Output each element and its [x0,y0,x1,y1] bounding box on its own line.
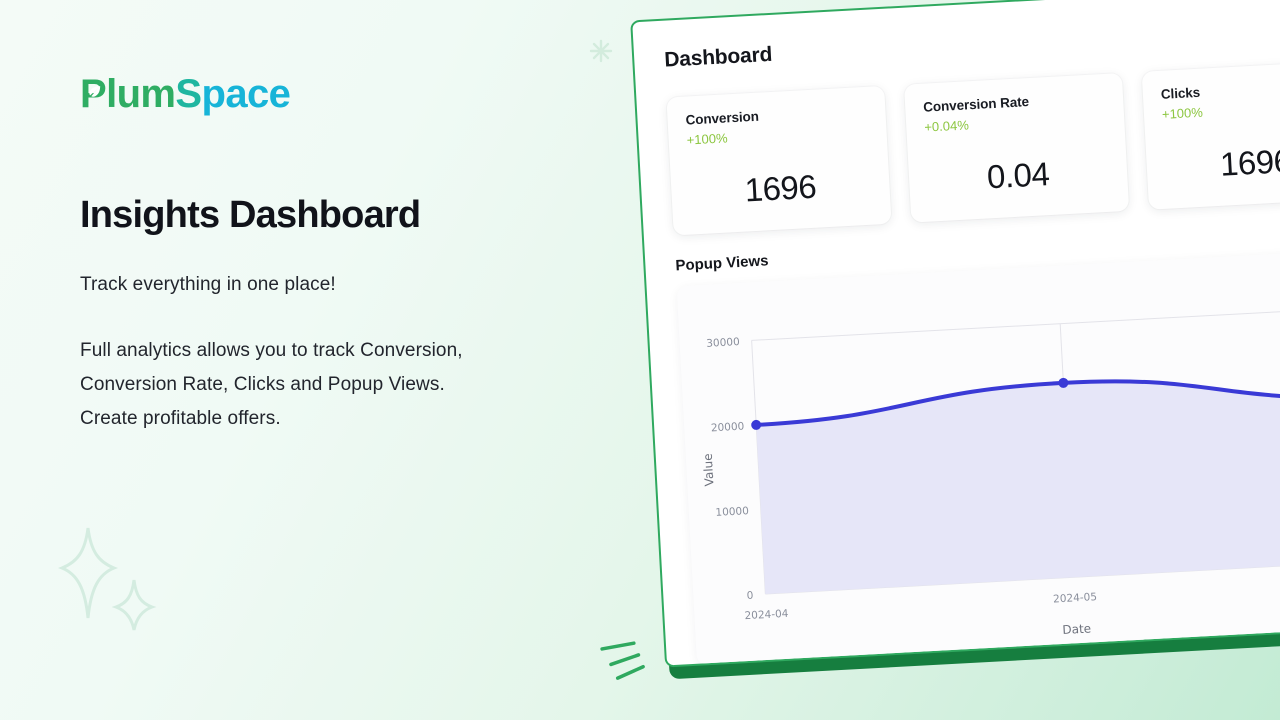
stat-card-clicks[interactable]: Clicks +100% 1696 [1141,60,1280,210]
logo-text-plum: Plum [80,72,176,116]
stat-delta-badge: +0.04% [923,117,970,135]
svg-text:20000: 20000 [711,421,745,435]
logo-p-group: Plum [80,72,176,116]
svg-text:30000: 30000 [706,336,740,350]
stat-card-conversion[interactable]: Conversion +100% 1696 [666,85,892,236]
stat-value: 1696 [743,167,818,209]
page-title: Insights Dashboard [80,194,421,236]
motion-lines-icon [600,641,645,680]
stat-card-row: Conversion +100% 1696 Conversion Rate +0… [666,60,1280,236]
chart-y-axis-title: Value [701,453,717,487]
dashboard-panel-wrapper: Dashboard Conversion +100% 1696 Conversi… [600,0,1280,680]
chart-x-axis-title: Date [1062,621,1091,637]
svg-text:0: 0 [746,590,753,602]
svg-text:10000: 10000 [715,505,749,519]
sparkle-pair-icon [58,527,157,631]
svg-text:2024-04: 2024-04 [744,608,789,622]
stat-delta-badge: +100% [686,130,728,148]
hero-subhead: Track everything in one place! [80,273,336,295]
stat-card-conversion-rate[interactable]: Conversion Rate +0.04% 0.04 [904,72,1130,223]
stat-value: 0.04 [986,155,1051,196]
chart-data-points [751,377,1069,430]
stat-label: Clicks [1160,84,1201,102]
panel-content: Dashboard Conversion +100% 1696 Conversi… [632,0,1280,667]
asterisk-sparkle-icon [589,39,613,63]
logo-text-pace: pace [201,72,291,116]
chart-y-tick-labels: 0 10000 20000 30000 [706,336,754,602]
svg-text:2024-05: 2024-05 [1053,591,1097,605]
dashboard-title: Dashboard [663,42,773,72]
logo-text-s: S [175,72,202,116]
chart-area-fill [756,381,1280,595]
hero-body-copy: Full analytics allows you to track Conve… [80,339,463,429]
stat-value: 1696 [1219,141,1280,183]
dashboard-panel[interactable]: Dashboard Conversion +100% 1696 Conversi… [630,0,1280,668]
